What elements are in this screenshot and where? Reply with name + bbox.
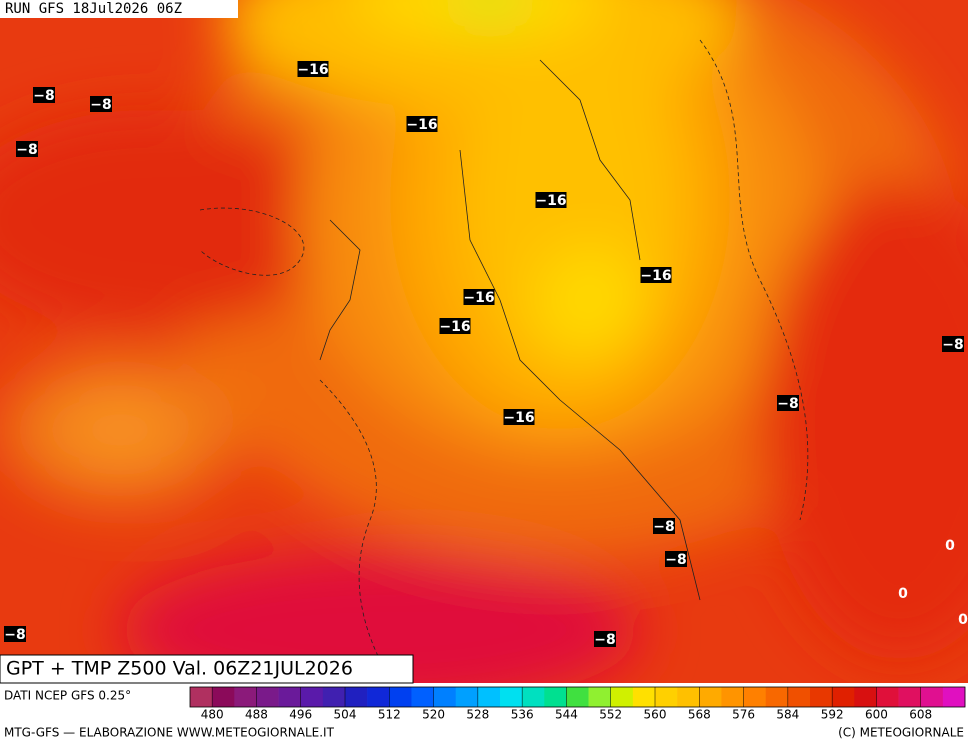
tick-label: 488: [245, 708, 268, 722]
temp-label: −16: [439, 319, 470, 335]
isolines: [199, 39, 809, 661]
temp-label: −16: [535, 193, 566, 209]
swatch: [765, 687, 789, 707]
label-box: [594, 631, 616, 647]
swatch: [212, 687, 235, 707]
temp-label: −16: [463, 290, 494, 306]
temp-label: −16: [503, 410, 534, 426]
colorbar-frame: [189, 686, 966, 708]
swatch: [920, 687, 944, 707]
swatch: [655, 687, 678, 707]
temp-label: −8: [653, 519, 674, 535]
swatch: [898, 687, 922, 707]
label-box: [503, 409, 535, 425]
label-box: [777, 395, 799, 411]
tick-label: 544: [555, 708, 578, 722]
label-box: [406, 116, 438, 132]
temp-label: 0: [945, 538, 955, 554]
label-box: [653, 518, 675, 534]
swatch: [389, 687, 412, 707]
temp-label: −8: [665, 552, 686, 568]
swatch: [544, 687, 567, 707]
swatch: [256, 687, 279, 707]
swatch: [234, 687, 257, 707]
swatch: [610, 687, 634, 707]
label-box: [90, 96, 112, 112]
tick-label: 568: [688, 708, 711, 722]
swatch: [345, 687, 368, 707]
tick-label: 600: [865, 708, 888, 722]
temp-label: −8: [4, 627, 25, 643]
swatch: [787, 687, 811, 707]
footer-left: MTG-GFS — ELABORAZIONE WWW.METEOGIORNALE…: [4, 726, 335, 740]
swatch: [522, 687, 545, 707]
tick-label: 560: [644, 708, 667, 722]
swatch: [278, 687, 302, 707]
temp-label: −16: [297, 62, 328, 78]
temp-label: −16: [640, 268, 671, 284]
label-box: [16, 141, 38, 157]
run-label: RUN GFS 18Jul2026 06Z: [5, 1, 182, 17]
label-box: [942, 336, 964, 352]
label-box: [33, 87, 55, 103]
label-box: [535, 192, 567, 208]
tick-label: 520: [422, 708, 445, 722]
swatch: [743, 687, 767, 707]
temp-label: 0: [958, 612, 968, 628]
run-box: [0, 0, 238, 18]
label-box: [297, 61, 329, 77]
tick-label: 512: [378, 708, 401, 722]
tick-label: 536: [511, 708, 534, 722]
swatch: [411, 687, 434, 707]
swatch: [854, 687, 877, 707]
swatch: [721, 687, 744, 707]
swatch: [500, 687, 523, 707]
temp-label: −8: [90, 97, 111, 113]
swatch: [810, 687, 833, 707]
tick-label: 576: [732, 708, 755, 722]
swatch: [588, 687, 612, 707]
tick-label: 480: [201, 708, 224, 722]
tick-label: 496: [289, 708, 312, 722]
source-label: DATI NCEP GFS 0.25°: [4, 689, 131, 703]
swatch: [832, 687, 855, 707]
map: [0, 0, 968, 683]
map-title: GPT + TMP Z500 Val. 06Z21JUL2026: [6, 658, 353, 680]
title-box: [0, 654, 414, 684]
tick-label: 592: [821, 708, 844, 722]
temp-label: −8: [594, 632, 615, 648]
tick-label: 608: [909, 708, 932, 722]
swatch: [300, 687, 324, 707]
swatch: [876, 687, 899, 707]
swatch: [433, 687, 457, 707]
swatch: [566, 687, 589, 707]
footer-right: (C) METEOGIORNALE: [838, 726, 964, 740]
label-box: [665, 551, 687, 567]
temp-label: −16: [406, 117, 437, 133]
swatch: [190, 687, 213, 707]
temp-label: −8: [33, 88, 54, 104]
swatch: [677, 687, 700, 707]
tick-label: 528: [466, 708, 489, 722]
swatch: [322, 687, 346, 707]
label-box: [439, 318, 471, 334]
tick-label: 584: [776, 708, 799, 722]
tick-label: 504: [334, 708, 357, 722]
swatch: [942, 687, 966, 707]
tick-label: 552: [599, 708, 622, 722]
temp-label: −8: [777, 396, 798, 412]
swatch: [699, 687, 722, 707]
label-box: [640, 267, 672, 283]
swatch: [455, 687, 479, 707]
temp-label: −8: [942, 337, 963, 353]
swatch: [367, 687, 390, 707]
label-box: [463, 289, 495, 305]
swatch: [477, 687, 501, 707]
swatch: [632, 687, 656, 707]
temp-label: 0: [898, 586, 908, 602]
temp-label: −8: [16, 142, 37, 158]
label-box: [4, 626, 26, 642]
